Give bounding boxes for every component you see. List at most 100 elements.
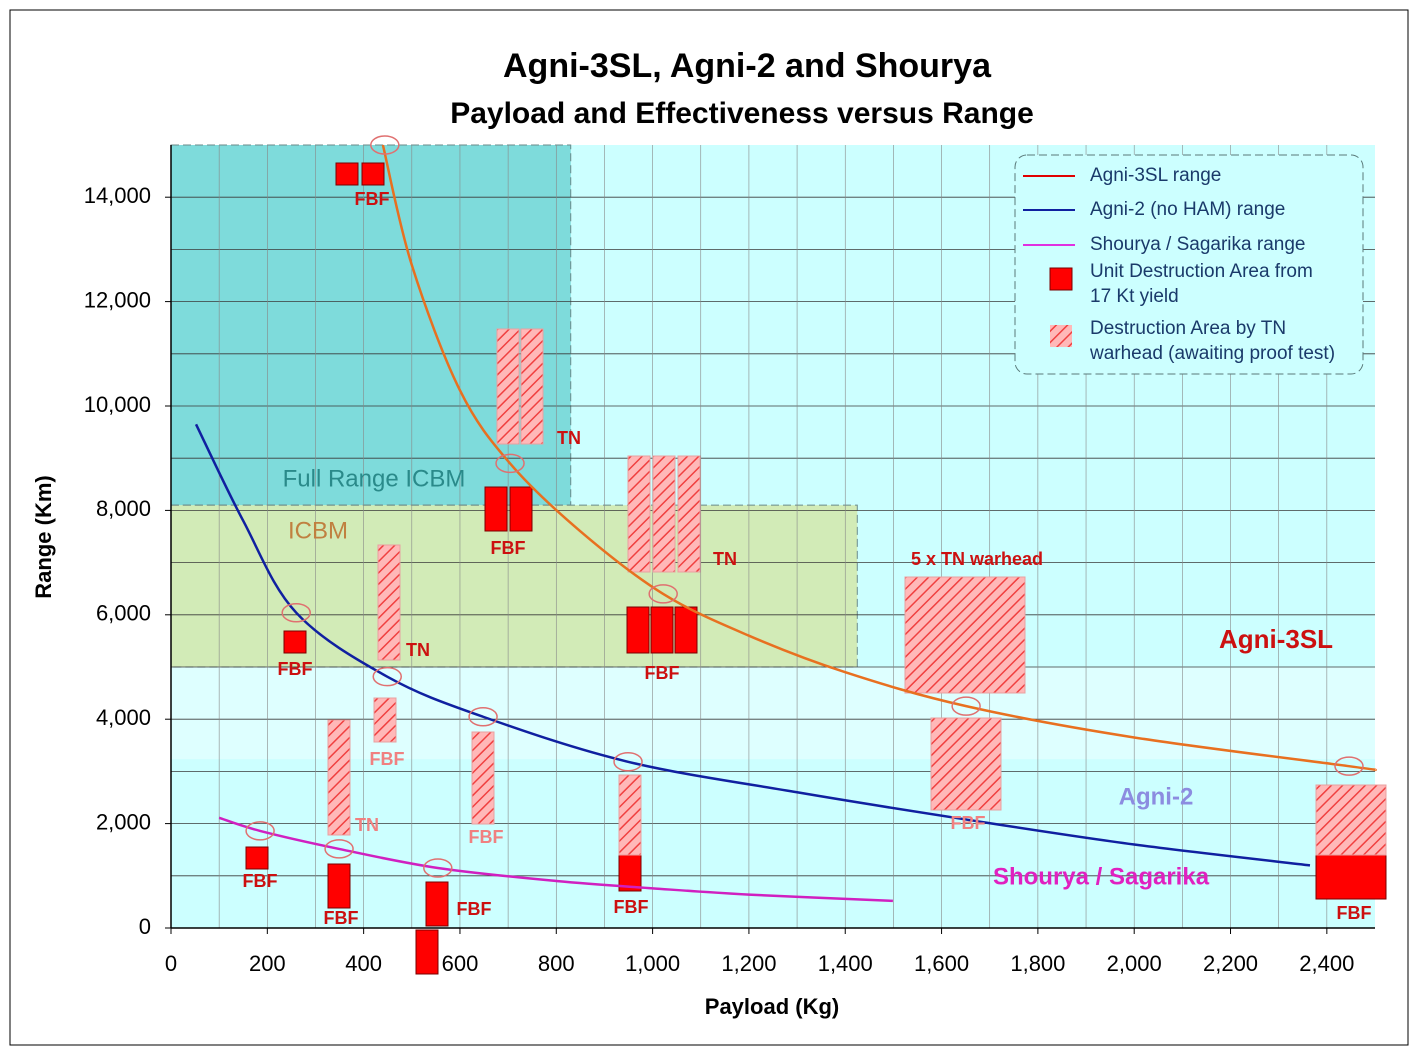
tn-area	[327, 719, 351, 836]
legend-label: Agni-2 (no HAM) range	[1090, 199, 1285, 220]
legend-swatch	[1049, 267, 1073, 291]
unit-area	[650, 606, 674, 654]
x-tick-label: 2,200	[1203, 951, 1258, 976]
annotation: FBF	[457, 899, 492, 919]
series-label: Shourya / Sagarika	[993, 863, 1210, 890]
unit-area	[626, 606, 650, 654]
annotation: FBF	[951, 813, 986, 833]
chart-title: Agni-3SL, Agni-2 and Shourya	[503, 47, 992, 85]
series-label: Agni-3SL	[1219, 624, 1333, 654]
annotation: FBF	[324, 908, 359, 928]
series-line	[381, 144, 1377, 772]
annotation: FBF	[469, 827, 504, 847]
point-marker	[1334, 756, 1364, 776]
x-tick-label: 400	[345, 951, 382, 976]
series-label: 5 x TN warhead	[911, 549, 1043, 569]
y-tick-label: 8,000	[96, 496, 151, 521]
annotation: FBF	[491, 538, 526, 558]
region-label: ICBM	[288, 517, 348, 544]
unit-area	[415, 929, 439, 975]
tn-area	[377, 544, 401, 661]
legend-label: Shourya / Sagarika range	[1090, 234, 1305, 255]
annotation: TN	[713, 549, 737, 569]
annotation: FBF	[278, 659, 313, 679]
annotation: TN	[557, 428, 581, 448]
annotation: TN	[406, 640, 430, 660]
annotation: FBF	[645, 663, 680, 683]
tn-area	[520, 328, 544, 445]
x-axis-label: Payload (Kg)	[705, 994, 839, 1019]
x-tick-label: 1,400	[818, 951, 873, 976]
tn-area	[904, 576, 1026, 694]
point-marker	[281, 602, 311, 623]
y-tick-label: 14,000	[84, 183, 151, 208]
tn-area	[930, 717, 1002, 811]
x-tick-label: 1,800	[1010, 951, 1065, 976]
point-marker	[495, 453, 525, 474]
y-tick-label: 0	[139, 914, 151, 939]
unit-area	[335, 162, 359, 186]
series-line	[194, 423, 1311, 867]
y-tick-label: 2,000	[96, 809, 151, 834]
series-line	[218, 816, 893, 903]
region	[170, 144, 572, 506]
legend-label: Destruction Area by TN	[1090, 318, 1286, 339]
tn-area	[373, 697, 397, 743]
tn-area	[627, 455, 651, 573]
x-tick-label: 2,000	[1107, 951, 1162, 976]
y-tick-label: 6,000	[96, 601, 151, 626]
tn-area	[618, 774, 642, 856]
point-marker	[372, 666, 402, 687]
annotation: FBF	[355, 189, 390, 209]
unit-area	[425, 881, 449, 927]
x-tick-label: 600	[442, 951, 479, 976]
legend: Agni-3SL range Agni-2 (no HAM) range Shour…	[1014, 154, 1364, 375]
y-tick-label: 12,000	[84, 287, 151, 312]
chart-subtitle: Payload and Effectiveness versus Range	[450, 97, 1034, 130]
x-tick-label: 1,000	[625, 951, 680, 976]
unit-area	[674, 606, 698, 654]
unit-area	[484, 486, 508, 532]
unit-area	[283, 630, 307, 654]
tn-area	[1315, 784, 1387, 856]
point-marker	[951, 696, 981, 716]
annotation: FBF	[243, 871, 278, 891]
series-label: Agni-2	[1119, 783, 1194, 810]
tn-area	[471, 731, 495, 825]
x-tick-label: 0	[165, 951, 177, 976]
unit-area	[1315, 854, 1387, 900]
point-marker	[245, 821, 275, 841]
tn-area	[652, 455, 676, 573]
y-tick-label: 4,000	[96, 705, 151, 730]
point-marker	[423, 858, 453, 878]
unit-area	[361, 162, 385, 186]
tn-area	[496, 328, 520, 445]
legend-label: Agni-3SL range	[1090, 165, 1221, 186]
y-axis-label: Range (Km)	[31, 475, 56, 598]
x-tick-label: 1,600	[914, 951, 969, 976]
point-marker	[648, 584, 678, 604]
legend-label: Unit Destruction Area from	[1090, 261, 1313, 282]
x-tick-label: 2,400	[1299, 951, 1354, 976]
tn-area	[677, 455, 701, 573]
point-marker	[613, 752, 643, 772]
y-tick-label: 10,000	[84, 392, 151, 417]
x-tick-label: 200	[249, 951, 286, 976]
unit-area	[245, 846, 269, 870]
legend-swatch	[1050, 325, 1072, 347]
unit-area	[327, 863, 351, 909]
annotation: FBF	[370, 749, 405, 769]
region-label: Full Range ICBM	[283, 465, 466, 492]
legend-label: 17 Kt yield	[1090, 286, 1179, 307]
x-tick-label: 800	[538, 951, 575, 976]
annotation: TN	[355, 815, 379, 835]
x-tick-label: 1,200	[721, 951, 776, 976]
point-marker	[324, 839, 354, 859]
legend-box	[1014, 154, 1364, 375]
point-marker	[468, 706, 498, 727]
unit-area	[509, 486, 533, 532]
legend-label: warhead (awaiting proof test)	[1089, 343, 1335, 364]
annotation: FBF	[1337, 903, 1372, 923]
